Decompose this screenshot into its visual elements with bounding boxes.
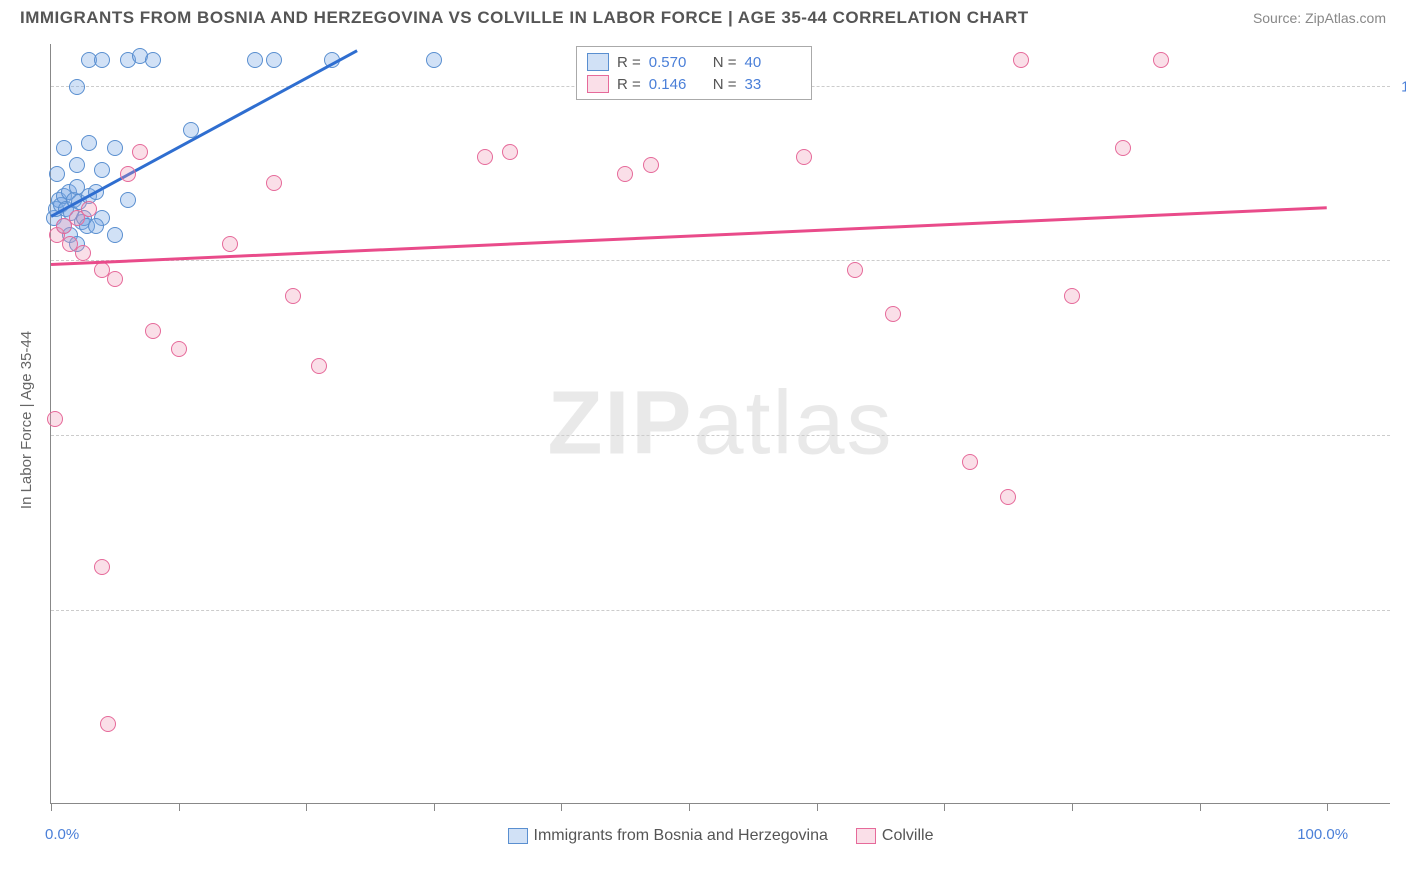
scatter-point (75, 245, 91, 261)
x-tick (1327, 803, 1328, 811)
chart-header: IMMIGRANTS FROM BOSNIA AND HERZEGOVINA V… (0, 0, 1406, 32)
legend-swatch (587, 53, 609, 71)
scatter-point (56, 140, 72, 156)
scatter-point (847, 262, 863, 278)
legend-series: Immigrants from Bosnia and Herzegovina Co… (51, 827, 1390, 845)
scatter-point (796, 149, 812, 165)
x-tick (817, 803, 818, 811)
scatter-point (120, 166, 136, 182)
scatter-point (49, 166, 65, 182)
legend-n-value: 33 (745, 76, 801, 93)
legend-stats-row: R = 0.146 N = 33 (587, 73, 801, 95)
scatter-point (247, 52, 263, 68)
scatter-point (132, 144, 148, 160)
scatter-point (1115, 140, 1131, 156)
scatter-point (1153, 52, 1169, 68)
gridline (51, 435, 1390, 436)
gridline (51, 610, 1390, 611)
legend-n-label: N = (713, 76, 737, 93)
scatter-chart: ZIPatlas 40.0%60.0%80.0%100.0%0.0%100.0%… (50, 44, 1390, 804)
scatter-point (477, 149, 493, 165)
scatter-point (94, 162, 110, 178)
scatter-point (266, 52, 282, 68)
x-tick (179, 803, 180, 811)
gridline (51, 260, 1390, 261)
scatter-point (266, 175, 282, 191)
scatter-point (69, 157, 85, 173)
legend-r-value: 0.146 (649, 76, 705, 93)
y-axis-label: In Labor Force | Age 35-44 (18, 331, 35, 509)
scatter-point (94, 52, 110, 68)
chart-title: IMMIGRANTS FROM BOSNIA AND HERZEGOVINA V… (20, 8, 1029, 28)
scatter-point (426, 52, 442, 68)
x-tick (561, 803, 562, 811)
legend-r-label: R = (617, 54, 641, 71)
trend-line (51, 206, 1327, 265)
x-tick (1200, 803, 1201, 811)
scatter-point (222, 236, 238, 252)
x-tick (51, 803, 52, 811)
scatter-point (145, 323, 161, 339)
scatter-point (107, 140, 123, 156)
legend-item: Immigrants from Bosnia and Herzegovina (508, 827, 828, 845)
scatter-point (1064, 288, 1080, 304)
legend-label: Colville (882, 827, 934, 844)
scatter-point (100, 716, 116, 732)
x-tick (944, 803, 945, 811)
scatter-point (88, 218, 104, 234)
scatter-point (885, 306, 901, 322)
scatter-point (1000, 489, 1016, 505)
scatter-point (643, 157, 659, 173)
scatter-point (145, 52, 161, 68)
scatter-point (81, 135, 97, 151)
scatter-point (107, 227, 123, 243)
legend-n-label: N = (713, 54, 737, 71)
x-tick (689, 803, 690, 811)
legend-item: Colville (856, 827, 934, 845)
trend-line (50, 49, 357, 217)
legend-r-label: R = (617, 76, 641, 93)
legend-r-value: 0.570 (649, 54, 705, 71)
scatter-point (94, 559, 110, 575)
x-tick (1072, 803, 1073, 811)
scatter-point (47, 411, 63, 427)
scatter-point (285, 288, 301, 304)
legend-label: Immigrants from Bosnia and Herzegovina (534, 827, 828, 844)
legend-swatch (587, 75, 609, 93)
legend-swatch (856, 828, 876, 844)
scatter-point (311, 358, 327, 374)
scatter-point (107, 271, 123, 287)
legend-swatch (508, 828, 528, 844)
scatter-point (171, 341, 187, 357)
scatter-point (617, 166, 633, 182)
scatter-point (962, 454, 978, 470)
legend-stats: R = 0.570 N = 40 R = 0.146 N = 33 (576, 46, 812, 100)
scatter-point (69, 79, 85, 95)
legend-n-value: 40 (745, 54, 801, 71)
x-tick (306, 803, 307, 811)
x-tick (434, 803, 435, 811)
scatter-point (120, 192, 136, 208)
legend-stats-row: R = 0.570 N = 40 (587, 51, 801, 73)
scatter-point (81, 201, 97, 217)
scatter-point (502, 144, 518, 160)
chart-source: Source: ZipAtlas.com (1253, 10, 1386, 26)
y-tick-label: 100.0% (1401, 78, 1406, 95)
scatter-point (1013, 52, 1029, 68)
watermark: ZIPatlas (547, 372, 893, 475)
